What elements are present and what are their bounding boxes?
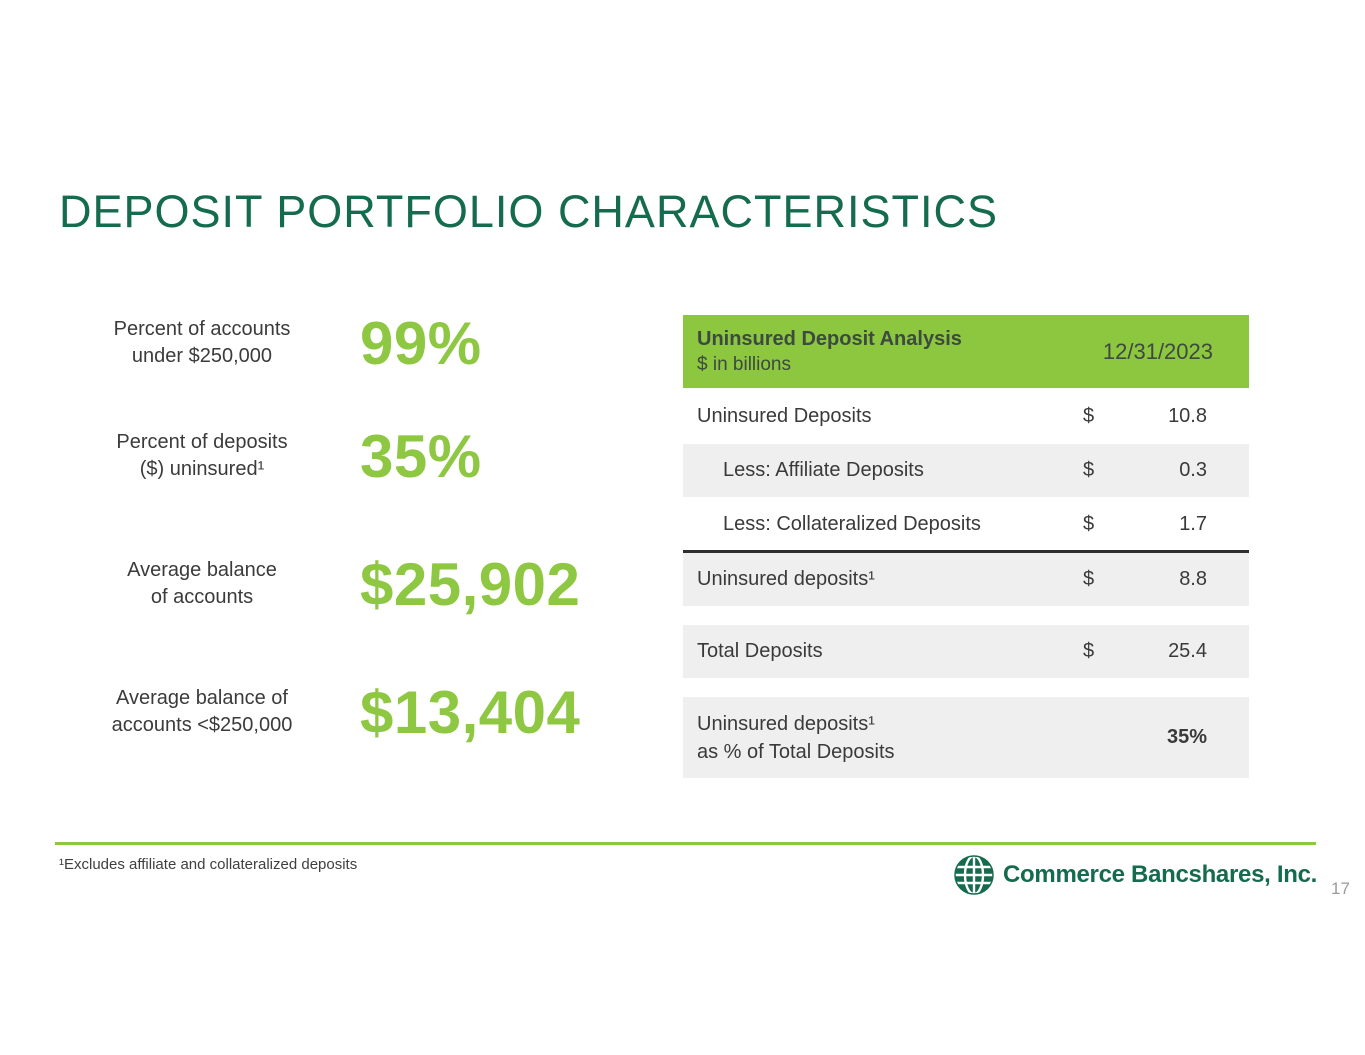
table-header-left: Uninsured Deposit Analysis $ in billions bbox=[697, 326, 962, 377]
stat-percent-deposits-uninsured: Percent of deposits ($) uninsured¹ 35% bbox=[60, 416, 482, 496]
currency-symbol: $ bbox=[1083, 568, 1095, 590]
stat-value: 99% bbox=[360, 309, 482, 377]
stat-average-balance-under-250k: Average balance of accounts <$250,000 $1… bbox=[60, 672, 580, 752]
stat-value: 35% bbox=[360, 422, 482, 490]
stat-value: $13,404 bbox=[360, 678, 581, 746]
stat-label: Average balance of accounts <$250,000 bbox=[111, 687, 293, 736]
stat-average-balance-accounts: Average balance of accounts $25,902 bbox=[60, 544, 580, 624]
row-value: 10.8 bbox=[1168, 405, 1207, 427]
table-row-uninsured-percent-of-total: Uninsured deposits¹ as % of Total Deposi… bbox=[683, 697, 1249, 778]
stat-label: Percent of accounts under $250,000 bbox=[113, 318, 291, 367]
company-logo: Commerce Bancshares, Inc. bbox=[954, 855, 1317, 895]
table-row-less-affiliate-deposits: Less: Affiliate Deposits $ 0.3 bbox=[683, 444, 1249, 497]
table-row-net-uninsured-deposits: Uninsured deposits¹ $ 8.8 bbox=[683, 550, 1249, 606]
uninsured-deposit-analysis-table: Uninsured Deposit Analysis $ in billions… bbox=[683, 315, 1249, 781]
footnote: ¹Excludes affiliate and collateralized d… bbox=[59, 856, 358, 873]
globe-icon bbox=[954, 855, 994, 895]
row-value: 25.4 bbox=[1168, 640, 1207, 662]
table-title: Uninsured Deposit Analysis bbox=[697, 328, 962, 350]
table-subtitle: $ in billions bbox=[697, 354, 791, 375]
row-value: 1.7 bbox=[1179, 512, 1207, 535]
footer-divider bbox=[55, 842, 1316, 845]
table-row-total-deposits: Total Deposits $ 25.4 bbox=[683, 625, 1249, 678]
stat-value: $25,902 bbox=[360, 550, 581, 618]
table-date-column: 12/31/2023 bbox=[1102, 338, 1213, 364]
table-header: Uninsured Deposit Analysis $ in billions… bbox=[683, 315, 1249, 388]
currency-symbol: $ bbox=[1083, 405, 1095, 427]
row-value: 8.8 bbox=[1179, 568, 1207, 590]
currency-symbol: $ bbox=[1083, 512, 1095, 535]
table-row-uninsured-deposits: Uninsured Deposits $ 10.8 bbox=[697, 405, 1207, 427]
currency-symbol: $ bbox=[1083, 459, 1095, 481]
table-row-less-collateralized-deposits: Less: Collateralized Deposits $ 1.7 bbox=[723, 512, 1207, 535]
stat-label: Average balance of accounts bbox=[127, 559, 277, 608]
page-title: DEPOSIT PORTFOLIO CHARACTERISTICS bbox=[59, 186, 998, 237]
row-value: 35% bbox=[1166, 726, 1207, 748]
page-number: 17 bbox=[1331, 879, 1350, 898]
currency-symbol: $ bbox=[1083, 640, 1095, 662]
row-value: 0.3 bbox=[1179, 459, 1207, 481]
stat-percent-accounts-under-250k: Percent of accounts under $250,000 99% bbox=[60, 303, 482, 383]
logo-text: Commerce Bancshares, Inc. bbox=[1003, 861, 1317, 888]
stat-label: Percent of deposits ($) uninsured¹ bbox=[116, 431, 288, 480]
